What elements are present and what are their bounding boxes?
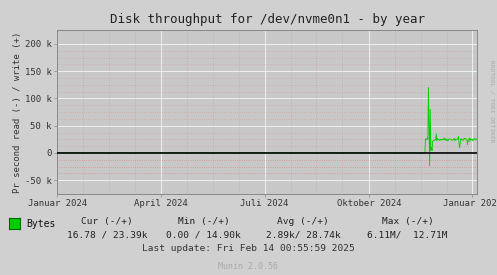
Text: 16.78 / 23.39k: 16.78 / 23.39k xyxy=(67,231,147,240)
Text: Munin 2.0.56: Munin 2.0.56 xyxy=(219,262,278,271)
Title: Disk throughput for /dev/nvme0n1 - by year: Disk throughput for /dev/nvme0n1 - by ye… xyxy=(110,13,424,26)
Text: Min (-/+): Min (-/+) xyxy=(178,217,230,226)
Text: Bytes: Bytes xyxy=(26,219,55,229)
Text: 2.89k/ 28.74k: 2.89k/ 28.74k xyxy=(266,231,340,240)
Text: RRDTOOL / TOBI OETIKER: RRDTOOL / TOBI OETIKER xyxy=(489,60,494,143)
Text: Last update: Fri Feb 14 00:55:59 2025: Last update: Fri Feb 14 00:55:59 2025 xyxy=(142,244,355,253)
Y-axis label: Pr second read (-) / write (+): Pr second read (-) / write (+) xyxy=(13,31,22,193)
Text: Cur (-/+): Cur (-/+) xyxy=(81,217,133,226)
Text: 6.11M/  12.71M: 6.11M/ 12.71M xyxy=(367,231,448,240)
Text: Avg (-/+): Avg (-/+) xyxy=(277,217,329,226)
Text: Max (-/+): Max (-/+) xyxy=(382,217,433,226)
Text: 0.00 / 14.90k: 0.00 / 14.90k xyxy=(166,231,241,240)
